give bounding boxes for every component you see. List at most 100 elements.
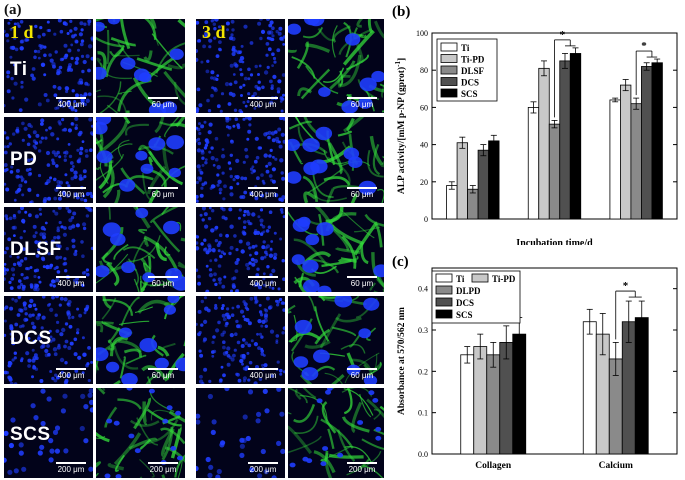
bar-scs <box>512 333 527 455</box>
scale-bar: 60 μm <box>146 276 180 288</box>
scale-bar-label: 400 μm <box>249 190 277 199</box>
bar-dcs <box>559 60 571 220</box>
bar-scs <box>651 62 663 220</box>
scale-bar-label: 400 μm <box>57 100 85 109</box>
micrograph-dcs-day1-high-mag: 60 μm <box>96 296 185 384</box>
y-tick-label: 40 <box>420 141 428 150</box>
scale-bar: 60 μm <box>345 276 379 288</box>
scale-bar: 60 μm <box>146 368 180 380</box>
bar-ti <box>446 185 458 220</box>
scale-bar-label: 60 μm <box>350 190 374 199</box>
legend-swatch <box>435 285 453 295</box>
scale-bar: 400 μm <box>54 187 88 199</box>
scale-bar-label: 60 μm <box>151 100 175 109</box>
legend-label: Ti <box>461 43 470 53</box>
row-label-scs: SCS <box>10 424 51 445</box>
absorbance-chart: (c) 0.0 0.1 0.2 0.3 0.4 Absorbance at 570/562 … <box>392 254 678 471</box>
bar-dlsf <box>467 188 479 220</box>
scale-bar: 400 μm <box>246 97 280 109</box>
significance-star: * <box>623 280 629 292</box>
bar-scs <box>634 317 649 455</box>
scale-bar: 400 μm <box>246 276 280 288</box>
x-category-label: Collagen <box>475 461 512 471</box>
scale-bar-label: 400 μm <box>57 279 85 288</box>
scale-bar: 400 μm <box>54 276 88 288</box>
scale-bar: 200 μm <box>146 462 180 474</box>
micrograph-dlsf-day1-high-mag: 60 μm <box>96 207 185 292</box>
y-tick-label: 0.4 <box>418 285 428 294</box>
legend-label: Ti-PD <box>492 274 516 284</box>
micrograph-scs-day3-high-mag: 200 μm <box>288 388 384 478</box>
scale-bar-label: 200 μm <box>149 465 177 474</box>
micrograph-pd-day1-high-mag: 60 μm <box>96 117 185 203</box>
y-tick-label: 0.0 <box>418 450 428 459</box>
row-label-dcs: DCS <box>10 328 52 349</box>
legend-label: DLSF <box>461 66 485 76</box>
y-axis-label: ALP activity/[mM p-NP (gprot)-1] <box>394 58 407 194</box>
micrograph-ti-day3-high-mag: 60 μm <box>288 19 384 113</box>
micrograph-scs-day1-low-mag: 200 μm SCS <box>4 388 93 478</box>
micrograph-pd-day1-low-mag: 400 μm PD <box>4 117 93 203</box>
legend-swatch <box>435 273 453 283</box>
bar-dcs <box>641 66 653 220</box>
scale-bar: 400 μm <box>54 368 88 380</box>
legend-label: DLPD <box>456 286 481 296</box>
y-tick-label: 100 <box>416 29 428 38</box>
scale-bar-label: 60 μm <box>151 279 175 288</box>
row-label-pd: PD <box>10 149 38 170</box>
legend-label: Ti <box>456 274 465 284</box>
bar-dlsf <box>548 123 561 220</box>
day-3-label: 3 d <box>202 22 226 42</box>
y-tick-label: 0.2 <box>418 367 428 376</box>
scale-bar-label: 200 μm <box>249 465 277 474</box>
row-label-dlsf: DLSF <box>10 239 62 260</box>
micrograph-dcs-day3-high-mag: 60 μm <box>288 296 384 384</box>
y-tick-label: 60 <box>420 103 428 112</box>
scale-bar-label: 200 μm <box>57 465 85 474</box>
bar-ti <box>460 354 475 455</box>
y-tick-label: 0.3 <box>418 326 428 335</box>
scale-bar-label: 200 μm <box>348 465 376 474</box>
bar-ti-pd <box>456 142 468 220</box>
legend-label: DCS <box>456 298 474 308</box>
micrograph-scs-day3-low-mag: 200 μm <box>196 388 285 478</box>
bar-ti <box>609 99 621 220</box>
scale-bar: 60 μm <box>345 187 379 199</box>
legend-swatch <box>471 273 489 283</box>
row-label-ti: Ti <box>10 59 28 80</box>
significance-star: * <box>641 40 647 52</box>
scale-bar-label: 400 μm <box>57 190 85 199</box>
scale-bar-label: 60 μm <box>350 279 374 288</box>
alp-activity-chart: (b) 0 20 40 60 80 100 ALP activity/[mM p-NP (gp… <box>392 4 678 245</box>
micrograph-scs-day1-high-mag: 200 μm <box>96 388 185 478</box>
micrograph-dlsf-day3-low-mag: 400 μm <box>196 207 285 292</box>
x-category-label: Calcium <box>599 461 633 471</box>
bar-dlpd <box>486 354 501 455</box>
bar-ti-pd <box>620 84 632 220</box>
panel-label: (b) <box>392 4 410 20</box>
legend-swatch <box>440 77 458 86</box>
scale-bar-label: 400 μm <box>249 279 277 288</box>
bar-dlsf <box>630 103 642 220</box>
scale-bar: 400 μm <box>54 97 88 109</box>
legend-label: DCS <box>461 78 479 88</box>
bar-ti-pd <box>538 67 550 220</box>
micrograph-ti-day1-low-mag: 400 μm Ti 1 d <box>4 19 93 113</box>
bar-dcs <box>477 149 489 220</box>
micrograph-pd-day3-low-mag: 400 μm <box>196 117 285 203</box>
scale-bar-label: 400 μm <box>249 100 277 109</box>
legend-swatch <box>435 297 453 307</box>
micrograph-dlsf-day3-high-mag: 60 μm <box>288 207 384 292</box>
bar-scs <box>488 140 500 220</box>
micrograph-pd-day3-high-mag: 60 μm <box>288 117 384 203</box>
scale-bar-label: 60 μm <box>350 371 374 380</box>
y-tick-label: 0 <box>424 215 428 224</box>
scale-bar: 60 μm <box>146 97 180 109</box>
significance-star: * <box>560 29 566 41</box>
micrograph-dcs-day1-low-mag: 400 μm DCS <box>4 296 93 384</box>
scale-bar: 200 μm <box>345 462 379 474</box>
legend-swatch <box>440 42 458 52</box>
legend-swatch <box>435 309 453 319</box>
scale-bar: 200 μm <box>54 462 88 474</box>
scale-bar-label: 60 μm <box>151 371 175 380</box>
